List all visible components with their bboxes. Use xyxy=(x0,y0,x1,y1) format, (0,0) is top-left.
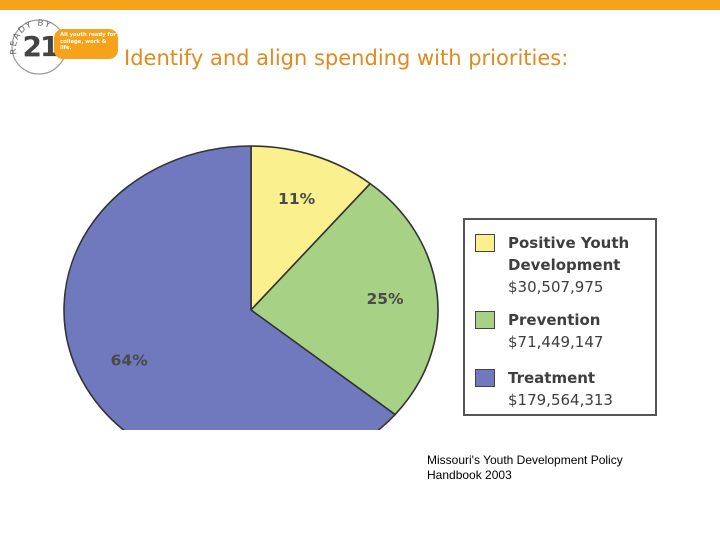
legend-name-line: Positive Youth xyxy=(508,234,630,252)
legend-name-line: Development xyxy=(508,256,621,274)
legend-name: Prevention xyxy=(508,311,601,329)
top-accent-bar xyxy=(0,0,720,10)
slide-title: Identify and align spending with priorit… xyxy=(124,46,569,70)
legend-swatch xyxy=(475,311,495,329)
pie-slice-treatment xyxy=(63,145,396,430)
pie-slice-prevention xyxy=(250,182,439,416)
legend-amount: $30,507,975 xyxy=(508,278,604,296)
logo-tagline-line-1: All youth ready for xyxy=(60,32,117,38)
legend-amount: $179,564,313 xyxy=(508,391,613,409)
pie-slice-positive-youth-development xyxy=(250,145,371,311)
pie-data-label: 64% xyxy=(111,351,149,369)
logo-tagline: All youth ready for college, work & life… xyxy=(54,29,118,59)
pie-data-label: 11% xyxy=(278,190,316,208)
logo-tagline-line-2: college, work & life. xyxy=(60,38,107,52)
pie-data-label: 25% xyxy=(366,290,404,308)
legend-name: Treatment xyxy=(508,369,596,387)
logo-ring-icon: READY BY xyxy=(10,18,67,75)
pie-slices xyxy=(63,145,439,430)
chart-legend: Positive Youth Development $30,507,975 P… xyxy=(463,218,657,416)
source-citation: Missouri's Youth Development Policy Hand… xyxy=(427,453,623,482)
pie-chart: 11% 25% 64% xyxy=(63,145,439,430)
legend-amount: $71,449,147 xyxy=(508,333,604,351)
pie-labels: 11% 25% 64% xyxy=(111,190,404,369)
legend-swatch xyxy=(475,369,495,387)
legend-swatch xyxy=(475,234,495,252)
logo-number: 21 xyxy=(22,30,60,63)
legend-name: Positive Youth Development xyxy=(508,232,658,276)
ready-by-21-logo: READY BY 21 All youth ready for college,… xyxy=(4,12,120,76)
